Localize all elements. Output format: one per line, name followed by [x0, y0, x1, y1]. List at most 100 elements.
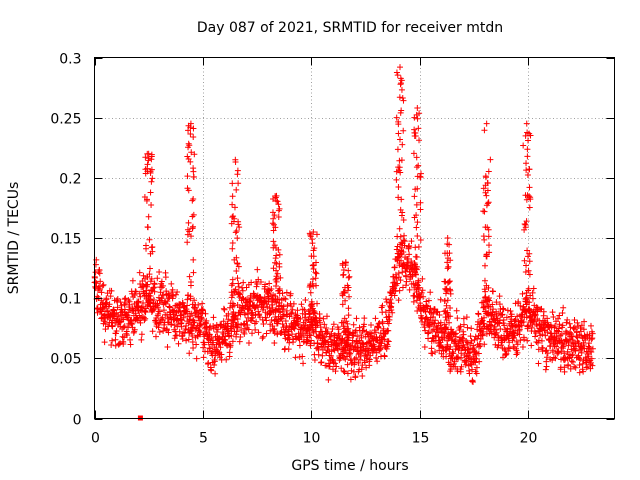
data-point: [239, 287, 246, 294]
data-point: [428, 321, 435, 328]
data-point: [581, 318, 588, 325]
y-tick-label: 0.2: [59, 172, 81, 188]
data-point: [241, 330, 248, 337]
data-point: [189, 339, 196, 346]
data-point: [226, 304, 233, 311]
data-point: [417, 206, 424, 213]
data-point: [253, 318, 260, 325]
data-point: [214, 326, 221, 333]
data-point: [523, 196, 530, 203]
data-point: [232, 156, 239, 163]
data-point: [444, 297, 451, 304]
data-point: [107, 293, 114, 300]
data-point: [395, 194, 402, 201]
data-point: [165, 329, 172, 336]
data-point: [379, 302, 386, 309]
data-point: [276, 287, 283, 294]
data-point: [272, 259, 279, 266]
data-point: [447, 313, 454, 320]
data-point: [388, 300, 395, 307]
data-point: [280, 306, 287, 313]
data-point: [170, 293, 177, 300]
data-point: [419, 275, 426, 282]
data-point: [112, 342, 119, 349]
data-point: [417, 199, 424, 206]
data-point: [184, 153, 191, 160]
data-point: [504, 307, 511, 314]
data-point: [190, 174, 197, 181]
data-point: [485, 284, 492, 291]
data-point: [270, 238, 277, 245]
data-point: [507, 308, 514, 315]
data-point: [340, 354, 347, 361]
data-point: [416, 137, 423, 144]
data-point: [475, 343, 482, 350]
data-point: [526, 130, 533, 137]
data-point: [437, 296, 444, 303]
data-point: [228, 282, 235, 289]
data-point: [443, 302, 450, 309]
data-point: [360, 341, 367, 348]
data-point: [424, 305, 431, 312]
data-point: [335, 326, 342, 333]
data-point: [575, 355, 582, 362]
data-point: [433, 309, 440, 316]
data-point: [473, 364, 480, 371]
data-point: [308, 337, 315, 344]
data-point: [497, 325, 504, 332]
data-point: [475, 311, 482, 318]
data-point: [501, 322, 508, 329]
data-point: [98, 289, 105, 296]
data-point: [198, 314, 205, 321]
data-point: [339, 260, 346, 267]
data-point: [126, 298, 133, 305]
data-point: [341, 290, 348, 297]
data-point: [552, 355, 559, 362]
data-point: [553, 333, 560, 340]
data-point: [443, 310, 450, 317]
data-point: [294, 307, 301, 314]
data-point: [588, 349, 595, 356]
data-point: [529, 295, 536, 302]
data-point: [399, 269, 406, 276]
data-point: [199, 306, 206, 313]
data-point: [301, 314, 308, 321]
data-point: [148, 275, 155, 282]
data-point: [417, 174, 424, 181]
data-point: [393, 69, 400, 76]
data-point: [140, 314, 147, 321]
data-point: [323, 313, 330, 320]
data-point: [381, 353, 388, 360]
data-point: [307, 306, 314, 313]
data-point: [396, 253, 403, 260]
data-point: [482, 288, 489, 295]
data-point: [158, 295, 165, 302]
data-point: [100, 312, 107, 319]
data-point: [101, 339, 108, 346]
data-point: [345, 312, 352, 319]
data-point: [399, 141, 406, 148]
data-point: [533, 304, 540, 311]
data-point: [108, 342, 115, 349]
data-point: [344, 334, 351, 341]
data-point: [421, 343, 428, 350]
data-point: [585, 353, 592, 360]
data-point: [147, 296, 154, 303]
data-point: [274, 320, 281, 327]
data-point: [273, 260, 280, 267]
data-point: [524, 247, 531, 254]
data-point: [458, 363, 465, 370]
data-point: [523, 262, 530, 269]
data-point: [187, 282, 194, 289]
data-point: [143, 287, 150, 294]
data-point: [253, 283, 260, 290]
data-point: [275, 201, 282, 208]
data-point: [239, 295, 246, 302]
data-point: [310, 307, 317, 314]
data-point: [514, 313, 521, 320]
data-point: [385, 327, 392, 334]
data-point: [321, 321, 328, 328]
data-point: [556, 321, 563, 328]
data-point: [564, 348, 571, 355]
data-point: [373, 354, 380, 361]
